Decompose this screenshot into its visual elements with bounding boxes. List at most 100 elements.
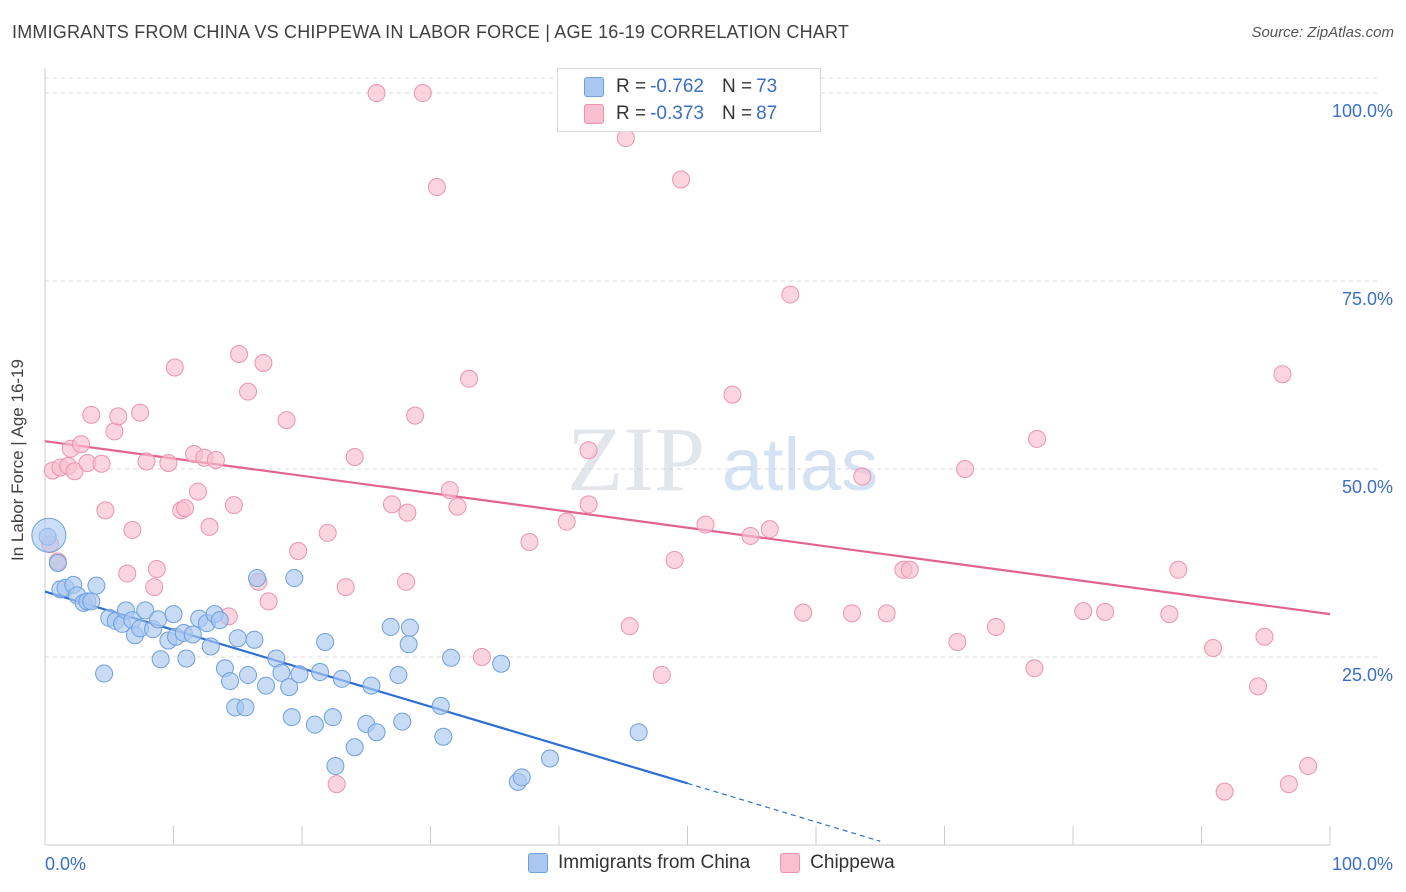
tick-labels: 25.0% 50.0% 75.0% 100.0% 0.0% 100.0% [45,101,1393,874]
china-point [136,601,155,620]
series-legend-chippewa: Chippewa [780,852,895,874]
china-point [492,654,511,673]
china-point [183,625,202,644]
chippewa-point [948,632,967,651]
china-point [239,666,258,685]
series-swatch-chippewa [780,853,801,873]
china-point [164,605,183,624]
chippewa-point [327,775,346,794]
legend-n-value-china: 73 [756,76,778,97]
chippewa-point [71,435,90,454]
chippewa-point [696,515,715,534]
china-point [290,665,309,684]
y-axis-label: In Labor Force | Age 16-19 [8,359,27,561]
china-point [332,669,351,688]
chippewa-point [672,170,691,189]
chippewa-point [986,617,1005,636]
chippewa-point [440,481,459,500]
china-point [399,635,418,654]
chippewa-point [760,520,779,539]
chippewa-point [82,405,101,424]
chippewa-point [165,358,184,377]
chippewa-point [109,407,128,426]
chippewa-point [239,382,258,401]
y-tick-label: 25.0% [1342,665,1393,685]
legend-r-label: R = [616,76,647,97]
china-point [512,768,531,787]
chippewa-point [579,495,598,514]
chippewa-point [200,517,219,536]
chippewa-point [900,560,919,579]
chippewa-point [427,178,446,197]
chippewa-point [620,617,639,636]
y-tick-label: 75.0% [1342,289,1393,309]
chippewa-point [781,285,800,304]
china-point [151,650,170,669]
chippewa-point [336,578,355,597]
china-point [95,664,114,683]
data-points [31,84,1318,801]
chippewa-point [254,353,273,372]
china-point [316,632,335,651]
chippewa-point [118,564,137,583]
chippewa-point [448,497,467,516]
china-point [389,666,408,685]
china-point [257,676,276,695]
china-point [305,715,324,734]
china-point [400,618,419,637]
chippewa-point [188,482,207,501]
chippewa-point [1204,638,1223,657]
x-tick-label: 0.0% [45,854,86,874]
chippewa-point [230,344,249,363]
legend-r-label: R = [616,103,647,124]
china-point [87,576,106,595]
chippewa-point [65,462,84,481]
chippewa-point [665,551,684,570]
series-legend: Immigrants from China Chippewa [528,852,925,874]
chippewa-point [123,520,142,539]
china-point [280,678,299,697]
chippewa-point [1255,627,1274,646]
chippewa-point [1299,757,1318,776]
chippewa-point [877,604,896,623]
series-name-china: Immigrants from China [558,852,751,873]
china-point-large [31,517,67,553]
legend-row-china: R = -0.762 N = 73 [584,76,777,98]
chippewa-point [131,403,150,422]
stats-legend: R = -0.762 N = 73 R = -0.373 N = 87 [557,68,821,132]
china-point [362,676,381,695]
axes [44,68,1331,846]
legend-row-chippewa: R = -0.373 N = 87 [584,103,777,125]
chippewa-point [382,495,401,514]
chippewa-point [956,460,975,479]
china-point [272,663,291,682]
chippewa-point [1074,602,1093,621]
china-point [323,708,342,727]
chippewa-point [318,523,337,542]
series-swatch-china [528,853,548,873]
series-name-chippewa: Chippewa [810,852,895,873]
china-point [431,696,450,715]
chippewa-point [579,441,598,460]
chart-source: Source: ZipAtlas.com [1251,24,1394,41]
chippewa-point [520,532,539,551]
china-trend-line-extension [687,782,881,842]
chippewa-point [345,447,364,466]
china-point [245,630,264,649]
chippewa-point [92,454,111,473]
chippewa-point [741,526,760,545]
chippewa-point [147,560,166,579]
china-point [177,649,196,668]
chippewa-point [853,467,872,486]
china-point [228,629,247,648]
chippewa-point [723,385,742,404]
chippewa-point [1025,659,1044,678]
china-point [310,663,329,682]
chippewa-point [259,592,278,611]
y-tick-label: 100.0% [1332,101,1393,121]
chippewa-point [406,406,425,425]
chippewa-point [176,499,195,518]
china-point [236,698,255,717]
china-point [345,738,364,757]
chippewa-point [616,129,635,148]
